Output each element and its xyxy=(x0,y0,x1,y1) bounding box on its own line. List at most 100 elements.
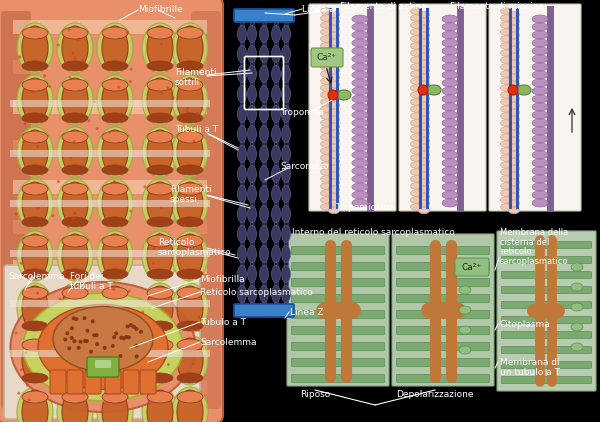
Ellipse shape xyxy=(17,283,53,333)
Ellipse shape xyxy=(410,148,421,154)
Ellipse shape xyxy=(201,108,204,111)
Ellipse shape xyxy=(238,286,247,303)
Ellipse shape xyxy=(500,155,511,161)
Ellipse shape xyxy=(177,182,203,226)
Ellipse shape xyxy=(102,26,128,70)
Ellipse shape xyxy=(410,204,421,210)
Ellipse shape xyxy=(509,116,520,123)
Bar xyxy=(10,250,210,257)
Ellipse shape xyxy=(419,123,430,130)
Ellipse shape xyxy=(410,8,421,14)
Ellipse shape xyxy=(62,165,88,175)
Ellipse shape xyxy=(410,36,421,42)
Ellipse shape xyxy=(82,59,85,62)
Ellipse shape xyxy=(320,141,331,147)
Ellipse shape xyxy=(329,32,340,39)
Ellipse shape xyxy=(320,64,331,70)
Ellipse shape xyxy=(67,225,70,228)
Ellipse shape xyxy=(320,78,331,84)
Ellipse shape xyxy=(271,106,281,122)
Ellipse shape xyxy=(442,47,458,55)
Ellipse shape xyxy=(112,288,115,291)
Ellipse shape xyxy=(271,206,281,222)
Ellipse shape xyxy=(329,25,340,32)
Ellipse shape xyxy=(238,265,247,282)
FancyBboxPatch shape xyxy=(502,376,592,384)
Ellipse shape xyxy=(532,151,548,159)
Ellipse shape xyxy=(25,351,28,354)
Ellipse shape xyxy=(62,373,88,383)
Ellipse shape xyxy=(500,134,511,140)
FancyBboxPatch shape xyxy=(397,327,490,335)
Ellipse shape xyxy=(532,199,548,207)
Ellipse shape xyxy=(419,165,430,172)
Ellipse shape xyxy=(177,287,203,299)
Bar xyxy=(262,20,266,308)
Ellipse shape xyxy=(352,95,368,103)
Ellipse shape xyxy=(500,204,511,210)
Ellipse shape xyxy=(410,78,421,84)
Ellipse shape xyxy=(320,204,331,210)
Ellipse shape xyxy=(419,102,430,109)
FancyBboxPatch shape xyxy=(191,11,221,409)
Ellipse shape xyxy=(352,71,368,79)
Ellipse shape xyxy=(442,87,458,95)
Ellipse shape xyxy=(89,350,93,354)
Ellipse shape xyxy=(532,135,548,143)
Ellipse shape xyxy=(329,81,340,88)
Ellipse shape xyxy=(509,67,520,74)
FancyBboxPatch shape xyxy=(455,258,489,276)
Ellipse shape xyxy=(281,146,290,162)
Ellipse shape xyxy=(329,207,340,214)
Ellipse shape xyxy=(500,64,511,70)
Ellipse shape xyxy=(141,311,144,314)
Ellipse shape xyxy=(97,179,133,229)
Ellipse shape xyxy=(142,23,178,73)
Ellipse shape xyxy=(57,180,60,183)
Ellipse shape xyxy=(177,183,203,195)
Ellipse shape xyxy=(329,60,340,67)
Ellipse shape xyxy=(459,326,471,334)
Ellipse shape xyxy=(126,32,129,35)
Ellipse shape xyxy=(509,179,520,186)
Ellipse shape xyxy=(142,179,178,229)
Ellipse shape xyxy=(177,321,203,331)
Ellipse shape xyxy=(352,87,368,95)
Ellipse shape xyxy=(22,27,48,39)
Ellipse shape xyxy=(147,27,173,39)
Ellipse shape xyxy=(410,169,421,175)
Ellipse shape xyxy=(419,144,430,151)
Ellipse shape xyxy=(442,63,458,71)
Ellipse shape xyxy=(102,287,128,299)
FancyBboxPatch shape xyxy=(502,287,592,293)
Ellipse shape xyxy=(22,286,48,330)
FancyBboxPatch shape xyxy=(292,359,385,366)
Ellipse shape xyxy=(147,339,173,351)
FancyBboxPatch shape xyxy=(397,343,490,351)
Ellipse shape xyxy=(147,373,173,383)
Ellipse shape xyxy=(410,120,421,126)
Ellipse shape xyxy=(147,234,173,278)
Ellipse shape xyxy=(198,316,201,319)
Ellipse shape xyxy=(442,95,458,103)
Ellipse shape xyxy=(142,231,178,281)
Ellipse shape xyxy=(352,159,368,167)
Ellipse shape xyxy=(442,79,458,87)
Ellipse shape xyxy=(17,392,20,395)
Ellipse shape xyxy=(238,186,247,203)
Ellipse shape xyxy=(260,146,269,162)
Ellipse shape xyxy=(337,90,351,100)
Ellipse shape xyxy=(442,15,458,23)
Ellipse shape xyxy=(77,346,80,350)
Ellipse shape xyxy=(509,158,520,165)
Ellipse shape xyxy=(238,65,247,82)
Ellipse shape xyxy=(147,390,173,422)
Ellipse shape xyxy=(517,85,531,95)
Ellipse shape xyxy=(142,283,178,333)
Ellipse shape xyxy=(271,86,281,103)
Ellipse shape xyxy=(172,335,208,385)
Ellipse shape xyxy=(102,27,128,39)
Ellipse shape xyxy=(142,75,178,125)
Ellipse shape xyxy=(102,235,128,247)
Ellipse shape xyxy=(320,169,331,175)
